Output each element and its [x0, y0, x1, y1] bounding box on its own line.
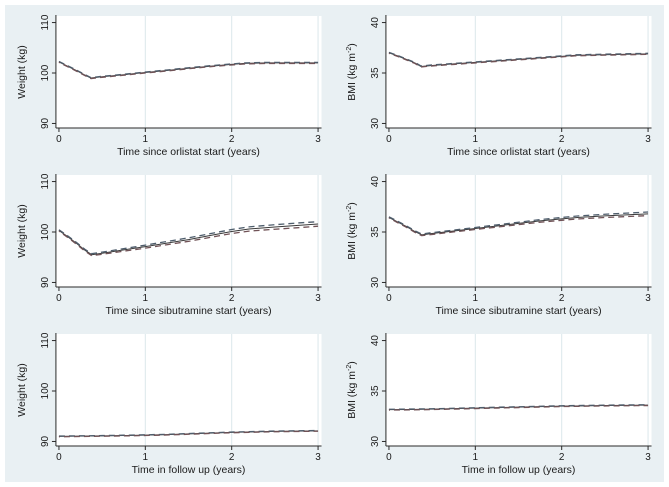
series-line-lower: [388, 52, 648, 68]
plot-area: [55, 334, 322, 446]
plot-area: [55, 16, 322, 128]
x-axis-title: Time since sibutramine start (years): [105, 306, 271, 317]
chart-svg-weight-orlistat: 0 1 2 3 90 100 110 Time since orlistat start (y…: [17, 14, 322, 158]
y-tick-label: 100: [40, 382, 51, 399]
x-tick-label: 3: [645, 452, 651, 463]
series-line-upper: [388, 211, 648, 235]
x-tick-label: 3: [315, 134, 321, 145]
x-tick-label: 2: [558, 293, 564, 304]
y-tick-label: 110: [40, 332, 51, 348]
y-axis-title: Weight (kg): [17, 363, 28, 416]
x-tick-label: 2: [229, 293, 235, 304]
x-tick-label: 3: [315, 293, 321, 304]
plot-area: [55, 175, 322, 287]
panel-weight-sibutramine: 0 1 2 3 90 100 110 Time since sibutramine start…: [5, 164, 335, 323]
y-tick-label: 40: [369, 335, 380, 347]
plot-area: [385, 334, 652, 446]
panel-weight-orlistat: 0 1 2 3 90 100 110 Time since orlistat start (y…: [5, 5, 335, 164]
y-tick-label: 30: [369, 117, 380, 129]
series-line-upper: [388, 51, 648, 67]
y-tick-label: 110: [40, 173, 51, 189]
x-tick-label: 0: [56, 134, 62, 145]
chart-svg-bmi-sibutramine: 0 1 2 3 30 35 40 Time since sibutramine start (…: [345, 174, 652, 317]
plot-area: [385, 16, 652, 128]
x-tick-label: 2: [229, 134, 235, 145]
y-tick-label: 30: [369, 435, 380, 447]
x-axis-title: Time since sibutramine start (years): [435, 306, 601, 317]
y-axis-title: Weight (kg): [17, 45, 28, 98]
x-tick-label: 3: [315, 452, 321, 463]
x-tick-label: 3: [645, 134, 651, 145]
series-line-upper: [58, 60, 319, 79]
series-line-upper: [58, 429, 319, 437]
y-tick-label: 35: [369, 67, 380, 79]
y-tick-label: 40: [369, 176, 380, 188]
x-tick-label: 0: [56, 452, 62, 463]
x-tick-label: 0: [386, 134, 392, 145]
x-tick-label: 2: [558, 452, 564, 463]
x-tick-label: 1: [143, 293, 149, 304]
panel-weight-followup: 0 1 2 3 90 100 110 Time in follow up (years) Wei…: [5, 323, 335, 482]
y-tick-label: 30: [369, 276, 380, 288]
y-tick-label: 90: [40, 117, 51, 129]
y-tick-label: 100: [40, 64, 51, 81]
x-axis-title: Time in follow up (years): [132, 465, 246, 476]
series-line-mid: [388, 213, 648, 236]
x-axis-title: Time in follow up (years): [461, 465, 575, 476]
x-tick-label: 1: [143, 134, 149, 145]
y-tick-label: 40: [369, 17, 380, 29]
panel-bmi-orlistat: 0 1 2 3 30 35 40 Time since orlistat start (yea…: [335, 5, 665, 164]
chart-grid: 0 1 2 3 90 100 110 Time since orlistat start (y…: [5, 5, 664, 482]
panel-bmi-followup: 0 1 2 3 30 35 40 Time in follow up (years) BMI (…: [335, 323, 665, 482]
x-tick-label: 0: [386, 293, 392, 304]
y-axis-title: BMI (kg m-2): [345, 202, 357, 260]
chart-svg-bmi-orlistat: 0 1 2 3 30 35 40 Time since orlistat start (yea…: [345, 15, 652, 158]
x-tick-label: 1: [472, 452, 478, 463]
x-tick-label: 1: [472, 293, 478, 304]
x-tick-label: 0: [56, 293, 62, 304]
y-axis-title: BMI (kg m-2): [345, 361, 357, 419]
x-tick-label: 0: [386, 452, 392, 463]
chart-svg-weight-sibutramine: 0 1 2 3 90 100 110 Time since sibutramine start…: [17, 173, 322, 317]
series-line-lower: [58, 225, 319, 257]
chart-svg-weight-followup: 0 1 2 3 90 100 110 Time in follow up (years) Wei…: [17, 332, 322, 476]
series-line-mid: [58, 223, 319, 256]
y-tick-label: 35: [369, 385, 380, 397]
y-axis-title: BMI (kg m-2): [345, 43, 357, 101]
y-tick-label: 100: [40, 223, 51, 240]
chart-svg-bmi-followup: 0 1 2 3 30 35 40 Time in follow up (years) BMI (…: [345, 333, 652, 476]
x-tick-label: 1: [472, 134, 478, 145]
x-tick-label: 2: [229, 452, 235, 463]
y-tick-label: 35: [369, 226, 380, 238]
x-axis-title: Time since orlistat start (years): [447, 147, 590, 158]
series-line-lower: [388, 215, 648, 237]
series-line-upper: [388, 404, 648, 410]
x-axis-title: Time since orlistat start (years): [117, 147, 260, 158]
series-line-lower: [58, 430, 319, 438]
y-tick-label: 90: [40, 276, 51, 288]
y-tick-label: 90: [40, 435, 51, 447]
series-line-lower: [388, 404, 648, 411]
y-tick-label: 110: [40, 14, 51, 30]
plot-area: [385, 175, 652, 287]
panel-bmi-sibutramine: 0 1 2 3 30 35 40 Time since sibutramine start (…: [335, 164, 665, 323]
y-axis-title: Weight (kg): [17, 204, 28, 257]
x-tick-label: 2: [558, 134, 564, 145]
series-line-upper: [58, 221, 319, 255]
x-tick-label: 3: [645, 293, 651, 304]
x-tick-label: 1: [143, 452, 149, 463]
